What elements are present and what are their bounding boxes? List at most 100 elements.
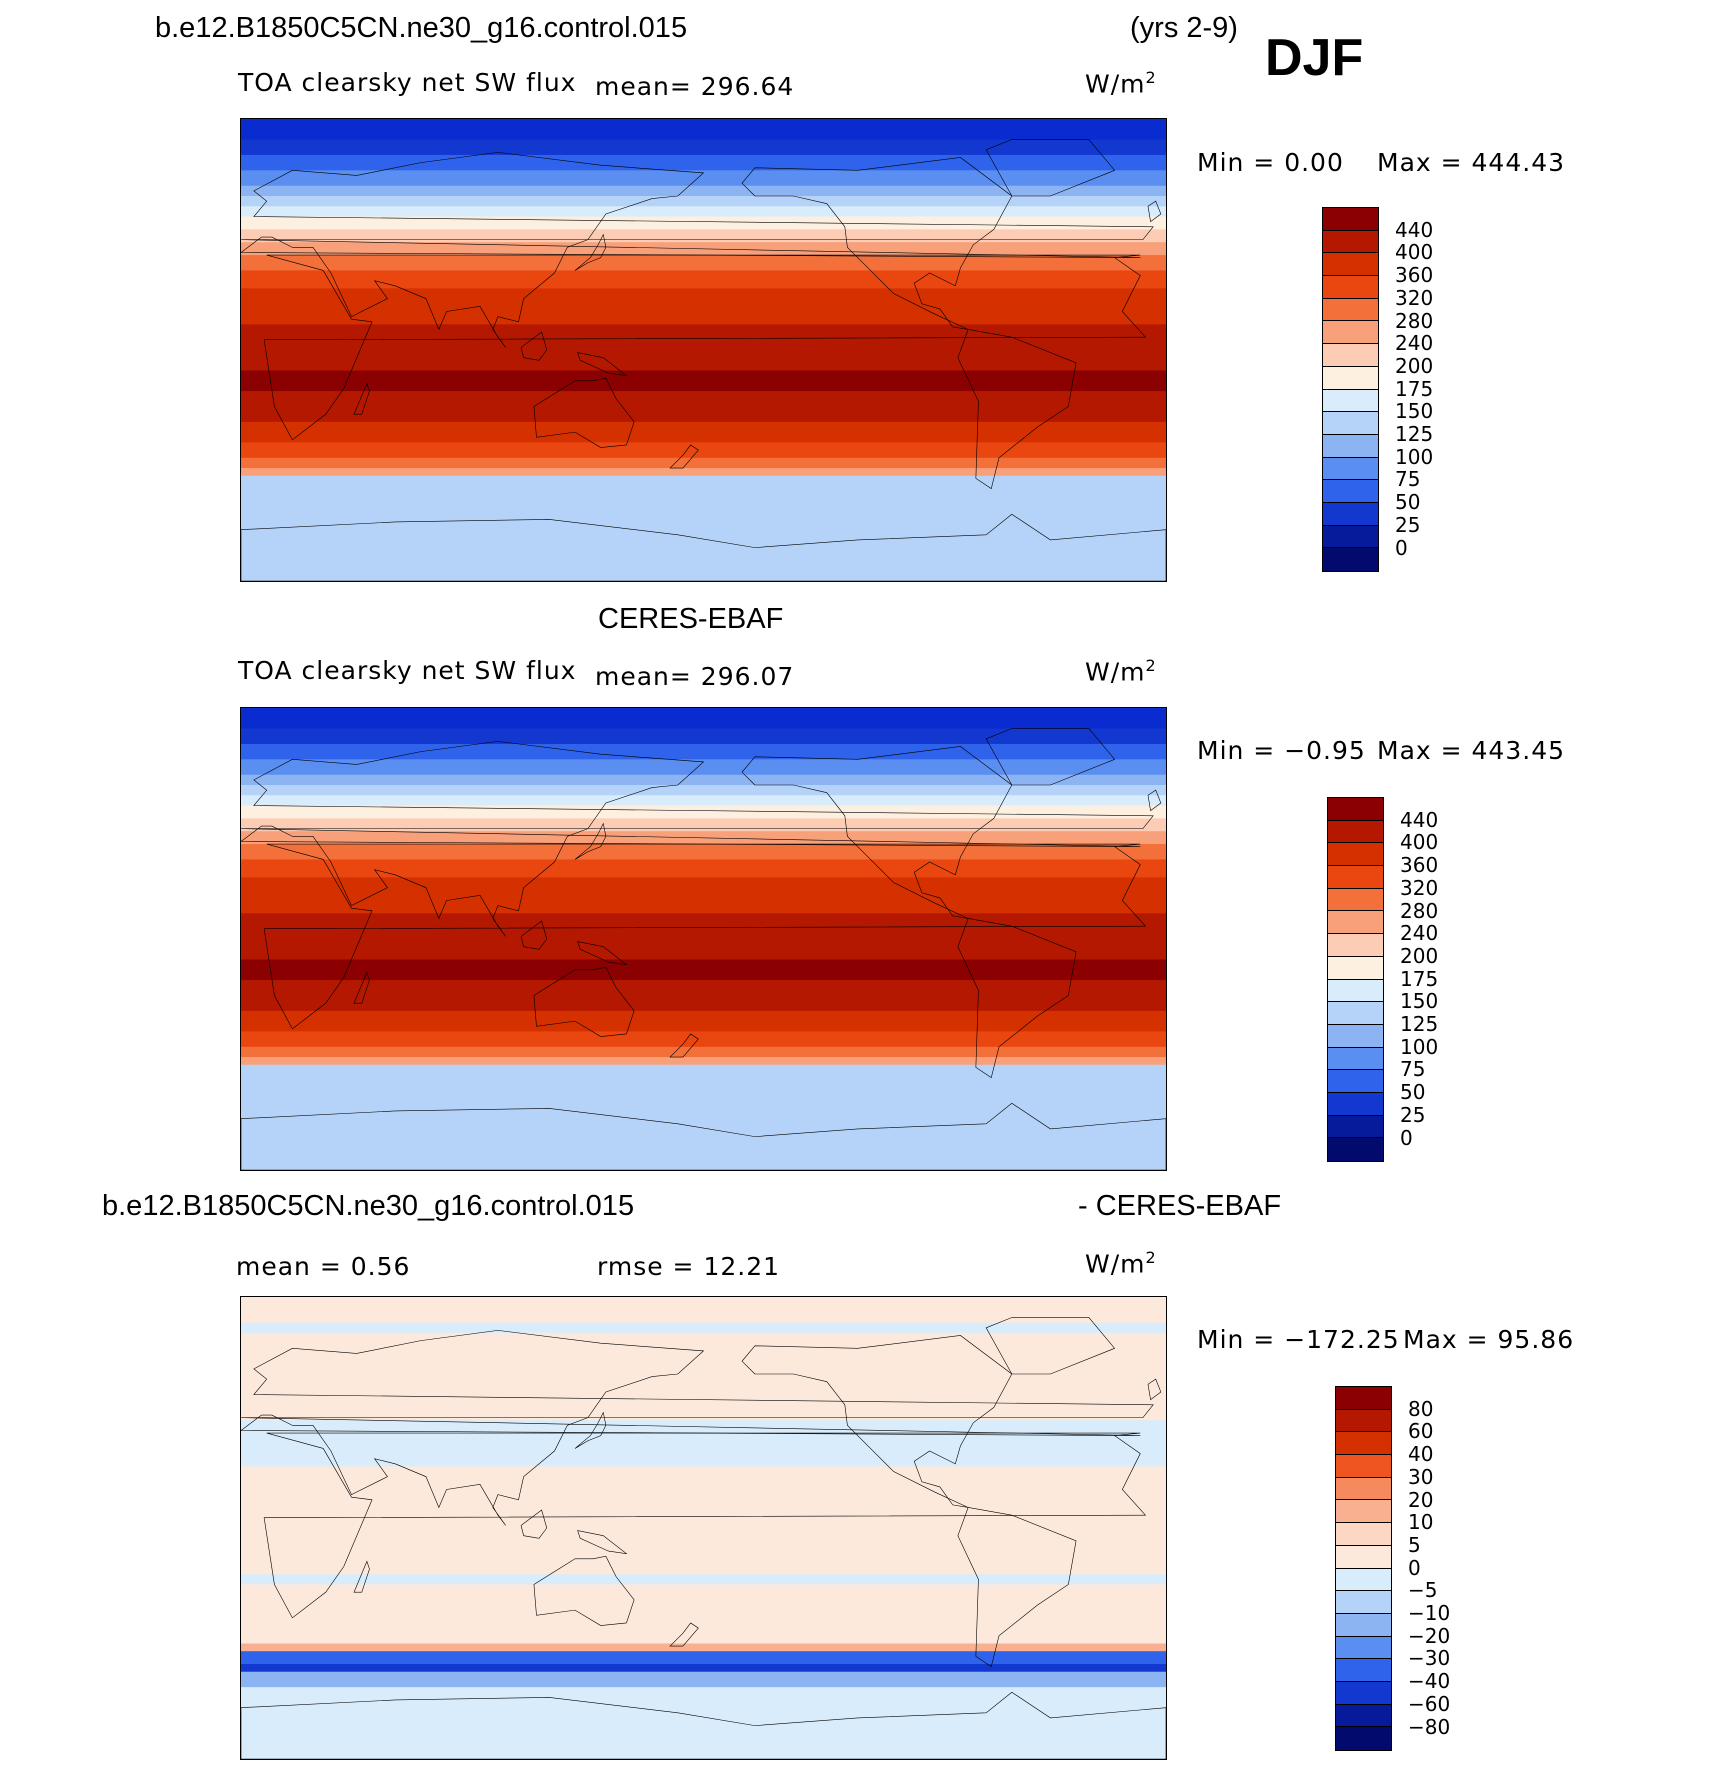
colorbar-swatch — [1323, 230, 1378, 254]
map-zonal-band — [241, 1643, 1166, 1653]
colorbar-level-label: 175 — [1395, 376, 1434, 401]
map-zonal-band — [241, 196, 1166, 208]
panel-diff-colorbar — [1335, 1386, 1392, 1751]
coastline — [241, 1330, 1153, 1525]
colorbar-swatch — [1328, 1138, 1383, 1161]
colorbar-swatch — [1336, 1523, 1391, 1546]
colorbar-swatch — [1328, 798, 1383, 821]
panel-diff-map — [240, 1296, 1167, 1760]
coastline — [354, 972, 369, 1003]
panel-diff-min: Min = −172.25 — [1197, 1325, 1400, 1354]
map-zonal-band — [241, 421, 1166, 444]
map-zonal-band — [241, 728, 1166, 746]
map-zonal-band — [241, 1584, 1166, 1645]
panel-diff-subtitle-left: b.e12.B1850C5CN.ne30_g16.control.015 — [102, 1190, 635, 1222]
coastline — [742, 1336, 1012, 1508]
map-zonal-band — [241, 468, 1166, 478]
panel-model-max: Max = 444.43 — [1377, 148, 1566, 177]
colorbar-swatch — [1336, 1704, 1391, 1728]
map-zonal-band — [241, 831, 1166, 846]
colorbar-level-label: −40 — [1408, 1669, 1451, 1694]
colorbar-swatch — [1323, 276, 1378, 299]
colorbar-swatch — [1328, 1047, 1383, 1071]
map-zonal-band — [241, 391, 1166, 424]
map-zonal-band — [241, 1010, 1166, 1033]
map-zonal-band — [241, 255, 1166, 272]
colorbar-level-label: 360 — [1400, 853, 1439, 878]
colorbar-level-label: −60 — [1408, 1691, 1451, 1716]
map-zonal-band — [241, 859, 1166, 879]
map-zonal-band — [241, 229, 1166, 244]
coastline — [742, 747, 1012, 919]
panel-obs-max: Max = 443.45 — [1377, 736, 1566, 765]
colorbar-swatch — [1323, 366, 1378, 390]
colorbar-swatch — [1336, 1681, 1391, 1705]
colorbar-level-label: 100 — [1395, 444, 1434, 469]
coastline — [241, 1103, 1166, 1170]
colorbar-swatch — [1323, 548, 1378, 571]
colorbar-level-label: 150 — [1400, 989, 1439, 1014]
colorbar-swatch — [1336, 1477, 1391, 1501]
map-zonal-band — [241, 795, 1166, 807]
colorbar-level-label: 150 — [1395, 399, 1434, 424]
colorbar-level-label: 30 — [1408, 1464, 1434, 1489]
colorbar-level-label: 240 — [1395, 331, 1434, 356]
map-zonal-band — [241, 877, 1166, 915]
colorbar-level-label: 25 — [1395, 512, 1421, 537]
colorbar-level-label: −30 — [1408, 1646, 1451, 1671]
coastline — [521, 1510, 547, 1538]
map-zonal-band — [241, 1046, 1166, 1059]
coastline — [534, 1556, 634, 1625]
map-zonal-band — [241, 270, 1166, 290]
colorbar-level-label: 0 — [1408, 1555, 1421, 1580]
map-zonal-band — [241, 759, 1166, 777]
panel-diff-rmse: rmse = 12.21 — [597, 1252, 781, 1281]
colorbar-level-label: 440 — [1400, 807, 1439, 832]
colorbar-swatch — [1328, 866, 1383, 889]
panel-model-title: TOA clearsky net SW flux — [238, 68, 577, 97]
coastline — [578, 1531, 627, 1554]
colorbar-level-label: 280 — [1400, 898, 1439, 923]
case-name-title: b.e12.B1850C5CN.ne30_g16.control.015 — [155, 12, 688, 44]
colorbar-swatch — [1323, 480, 1378, 503]
colorbar-swatch — [1323, 457, 1378, 481]
colorbar-level-label: 320 — [1400, 875, 1439, 900]
map-zonal-band — [241, 1031, 1166, 1049]
colorbar-level-label: 60 — [1408, 1419, 1434, 1444]
panel-obs-map — [240, 707, 1167, 1171]
coastline — [575, 1413, 606, 1449]
map-zonal-band — [241, 475, 1166, 581]
colorbar-swatch — [1323, 434, 1378, 458]
coastline — [670, 1623, 698, 1646]
colorbar-level-label: 10 — [1408, 1510, 1434, 1535]
coastline — [578, 942, 627, 965]
colorbar-level-label: 400 — [1395, 240, 1434, 265]
coastline — [521, 332, 547, 360]
coastline — [670, 445, 698, 468]
map-zonal-band — [241, 185, 1166, 198]
map-zonal-band — [241, 1420, 1166, 1468]
colorbar-level-label: 20 — [1408, 1487, 1434, 1512]
map-zonal-band — [241, 1297, 1166, 1324]
map-zonal-band — [241, 457, 1166, 470]
map-zonal-band — [241, 1322, 1166, 1335]
map-zonal-band — [241, 370, 1166, 393]
coastline — [742, 158, 1012, 330]
coastline — [241, 741, 1153, 936]
colorbar-swatch — [1328, 843, 1383, 867]
coastline — [241, 514, 1166, 581]
map-zonal-band — [241, 1687, 1166, 1759]
coastline — [354, 383, 369, 414]
panel-obs-mean: mean= 296.07 — [595, 662, 795, 691]
colorbar-level-label: 125 — [1395, 422, 1434, 446]
colorbar-level-label: 240 — [1400, 921, 1439, 946]
colorbar-level-label: 0 — [1400, 1125, 1413, 1150]
coastline — [264, 1433, 1145, 1618]
map-zonal-band — [241, 1574, 1166, 1586]
colorbar-level-label: 75 — [1395, 467, 1421, 492]
colorbar-swatch — [1328, 888, 1383, 912]
colorbar-level-label: −80 — [1408, 1714, 1451, 1739]
colorbar-swatch — [1336, 1659, 1391, 1682]
coastline — [958, 918, 1076, 1077]
colorbar-swatch — [1336, 1387, 1391, 1410]
